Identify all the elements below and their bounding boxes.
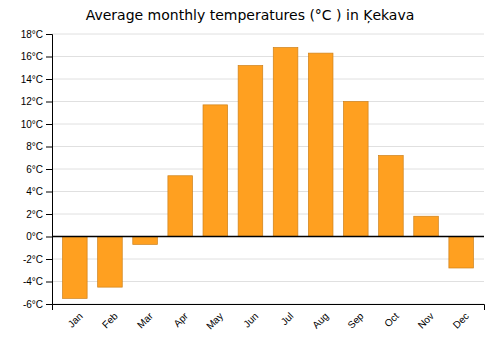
y-tick-mark <box>46 237 52 238</box>
y-tick: 14°C <box>21 74 52 85</box>
x-tick-label: Feb <box>100 310 120 330</box>
x-tick: Mar <box>135 310 155 330</box>
grid-line <box>52 79 484 80</box>
grid-line <box>52 191 484 192</box>
grid-line <box>52 124 484 125</box>
y-tick: 18°C <box>21 29 52 40</box>
bar <box>168 176 193 237</box>
y-tick: -4°C <box>23 276 52 287</box>
y-tick: 0°C <box>26 231 52 242</box>
y-tick-label: 10°C <box>21 119 43 130</box>
x-tick: Jun <box>241 310 260 329</box>
y-axis-line <box>46 35 53 305</box>
y-tick-mark <box>46 102 52 103</box>
x-tick: Apr <box>171 310 190 329</box>
y-tick-label: -6°C <box>23 299 43 310</box>
y-tick-mark <box>46 124 52 125</box>
y-tick-mark <box>46 282 52 283</box>
y-tick-label: 6°C <box>26 164 43 175</box>
grid-line <box>52 214 484 215</box>
x-tick: Dec <box>451 310 471 330</box>
x-tick: Sep <box>345 310 366 331</box>
y-tick-label: 0°C <box>26 231 43 242</box>
y-tick: 6°C <box>26 164 52 175</box>
y-tick-mark <box>46 79 52 80</box>
y-tick-mark <box>46 214 52 215</box>
x-tick-label: Mar <box>135 310 155 330</box>
y-tick-mark <box>46 169 52 170</box>
y-tick: 4°C <box>26 186 52 197</box>
x-tick-label: Jan <box>66 310 85 329</box>
y-tick-label: 8°C <box>26 141 43 152</box>
x-tick-label: Nov <box>416 310 436 330</box>
y-tick-mark <box>46 34 52 35</box>
plot: -6°C -4°C -2°C 0°C 2°C 4°C 6°C 8°C 10°C 12°C 14°C 1… <box>21 29 485 332</box>
y-tick-label: 16°C <box>21 51 43 62</box>
bar <box>238 66 263 237</box>
y-tick-mark <box>46 304 52 305</box>
bar <box>449 237 474 269</box>
y-tick-label: -4°C <box>23 276 43 287</box>
chart: Average monthly temperatures (°C ) in Ķe… <box>0 0 500 350</box>
bar <box>63 237 88 299</box>
x-tick: Feb <box>100 310 120 330</box>
bars <box>63 48 474 299</box>
grid-line <box>52 169 484 170</box>
y-tick-mark <box>46 259 52 260</box>
grid-line <box>52 236 484 237</box>
bar <box>308 53 333 236</box>
y-tick-mark <box>46 192 52 193</box>
bar <box>133 237 158 245</box>
x-tick: Jan <box>66 310 85 329</box>
bar <box>273 48 298 237</box>
y-tick: 12°C <box>21 96 52 107</box>
x-axis-line <box>53 305 485 311</box>
bar <box>98 237 123 288</box>
y-tick-label: -2°C <box>23 254 43 265</box>
y-tick-label: 2°C <box>26 209 43 220</box>
grid <box>52 34 484 304</box>
x-tick-label: Aug <box>310 310 330 330</box>
y-tick-mark <box>46 57 52 58</box>
y-tick: -6°C <box>23 299 52 310</box>
x-tick: Nov <box>416 310 436 330</box>
zero-line <box>52 236 484 238</box>
x-tick: Aug <box>310 310 330 330</box>
y-tick-label: 14°C <box>21 74 43 85</box>
x-tick-label: Apr <box>171 310 190 329</box>
y-tick: 8°C <box>26 141 52 152</box>
bar <box>203 105 228 237</box>
x-tick-label: Oct <box>382 310 401 329</box>
y-tick-label: 12°C <box>21 96 43 107</box>
y-tick: 16°C <box>21 51 52 62</box>
x-tick-label: Dec <box>451 310 471 330</box>
y-tick-label: 4°C <box>26 186 43 197</box>
grid-line <box>52 56 484 57</box>
title: Average monthly temperatures (°C ) in Ķe… <box>86 7 415 24</box>
bar <box>414 216 439 236</box>
bar <box>344 102 369 237</box>
x-tick-label: Sep <box>345 310 366 331</box>
x-tick-label: Jul <box>279 310 296 327</box>
x-axis: Jan Feb Mar Apr May Jun Jul Aug Sep Oct Nov Dec <box>53 305 485 332</box>
y-tick: -2°C <box>23 254 52 265</box>
y-tick-mark <box>46 147 52 148</box>
x-tick: Jul <box>279 310 296 327</box>
x-tick-label: Jun <box>241 310 260 329</box>
x-tick-label: May <box>204 310 225 331</box>
grid-line <box>52 101 484 102</box>
bar <box>379 156 404 237</box>
y-axis: -6°C -4°C -2°C 0°C 2°C 4°C 6°C 8°C 10°C 12°C 14°C 1… <box>21 29 53 310</box>
y-tick: 2°C <box>26 209 52 220</box>
x-tick: May <box>204 310 225 331</box>
grid-line <box>52 146 484 147</box>
x-tick: Oct <box>382 310 401 329</box>
y-tick-label: 18°C <box>21 29 43 40</box>
grid-line <box>52 34 484 35</box>
y-tick: 10°C <box>21 119 52 130</box>
